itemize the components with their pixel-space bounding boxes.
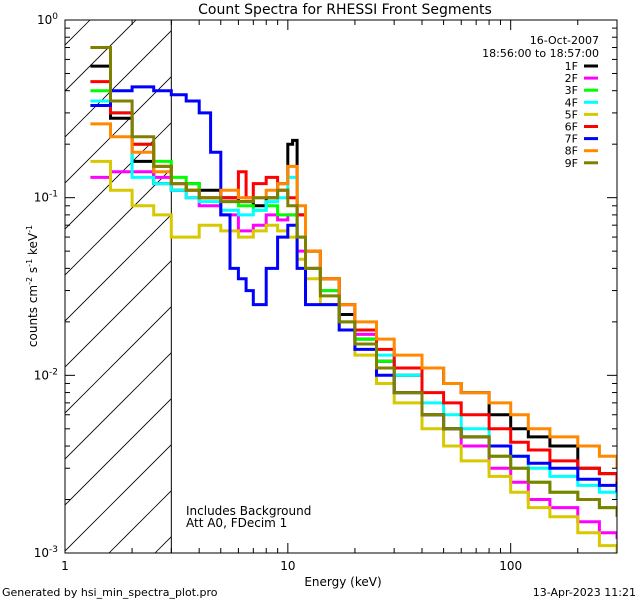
y-tick-label: 100	[37, 12, 58, 27]
legend-label-6F: 6F	[565, 121, 578, 134]
hatched-region	[65, 20, 172, 553]
time-range-label: 18:56:00 to 18:57:00	[482, 47, 599, 60]
series-group	[90, 46, 617, 553]
legend-label-7F: 7F	[565, 133, 578, 146]
hatch-lines	[65, 20, 172, 553]
series-6F-line	[90, 80, 617, 483]
series-1F-line	[90, 64, 617, 486]
chart-title: Count Spectra for RHESSI Front Segments	[198, 2, 492, 18]
annotation-attenuator: Att A0, FDecim 1	[186, 516, 287, 530]
y-tick-labels: 100 10-1 10-2 10-3	[34, 12, 59, 560]
y-tick-label: 10-1	[34, 190, 58, 205]
date-label: 16-Oct-2007	[530, 34, 599, 47]
generated-by-label: Generated by hsi_min_spectra_plot.pro	[2, 586, 218, 599]
plot-frame	[64, 19, 618, 554]
y-tick-label: 10-3	[34, 545, 58, 560]
x-axis-label: Energy (keV)	[304, 575, 381, 589]
tick-group	[64, 20, 618, 554]
y-tick-label: 10-2	[34, 367, 58, 382]
legend-label-3F: 3F	[565, 84, 578, 97]
series-5F-line	[90, 159, 617, 553]
y-axis-label: counts cm-2 s-1 keV-1	[25, 225, 40, 347]
x-tick-label: 1	[61, 559, 69, 573]
series-9F-line	[90, 46, 617, 517]
x-tick-label: 100	[499, 559, 522, 573]
legend-label-2F: 2F	[565, 72, 578, 85]
legend-label-8F: 8F	[565, 145, 578, 158]
x-tick-label: 10	[280, 559, 295, 573]
series-8F-line	[90, 122, 617, 469]
x-tick-labels: 1 10 100	[61, 559, 522, 573]
timestamp-label: 13-Apr-2023 11:21	[533, 586, 636, 599]
legend-label-5F: 5F	[565, 108, 578, 121]
legend-label-9F: 9F	[565, 157, 578, 170]
legend-label-4F: 4F	[565, 96, 578, 109]
series-7F-line	[90, 85, 617, 493]
legend-label-1F: 1F	[565, 60, 578, 73]
annotation-background: Includes Background	[186, 504, 311, 518]
